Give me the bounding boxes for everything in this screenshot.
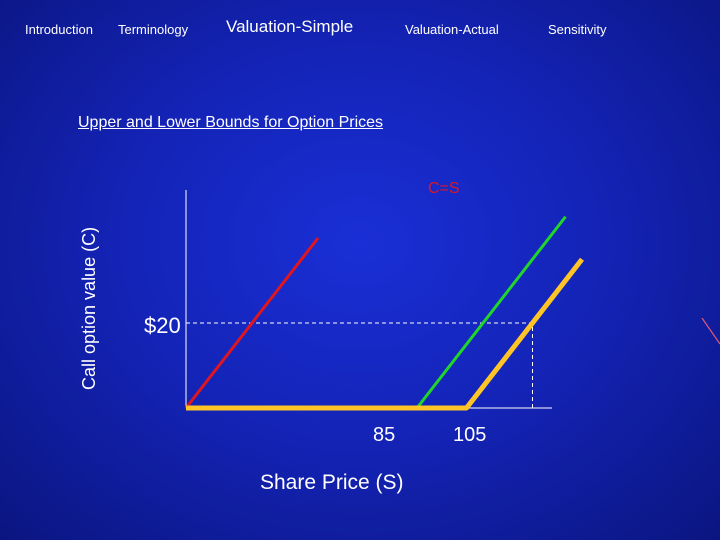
y-tick-label-20: $20 [144,313,181,338]
series-line-c-equals-s [184,237,320,409]
nav-item-introduction[interactable]: Introduction [25,22,93,37]
y-axis-label: Call option value (C) [79,227,99,390]
series-label-c-equals-s: C=S [428,180,460,197]
nav-item-valuation-simple[interactable]: Valuation-Simple [226,17,354,36]
nav-item-sensitivity[interactable]: Sensitivity [548,22,607,37]
series-line-yellow [186,257,584,411]
decorative-corner-line [701,318,720,345]
series-line-green [415,215,567,409]
top-nav: Introduction Terminology Valuation-Simpl… [0,0,720,60]
slide-subtitle: Upper and Lower Bounds for Option Prices [78,114,384,131]
x-tick-label-105: 105 [453,424,486,446]
x-tick-label-85: 85 [373,424,395,446]
nav-item-valuation-actual[interactable]: Valuation-Actual [405,22,499,37]
nav-item-terminology[interactable]: Terminology [118,22,189,37]
x-axis-label: Share Price (S) [260,471,404,494]
